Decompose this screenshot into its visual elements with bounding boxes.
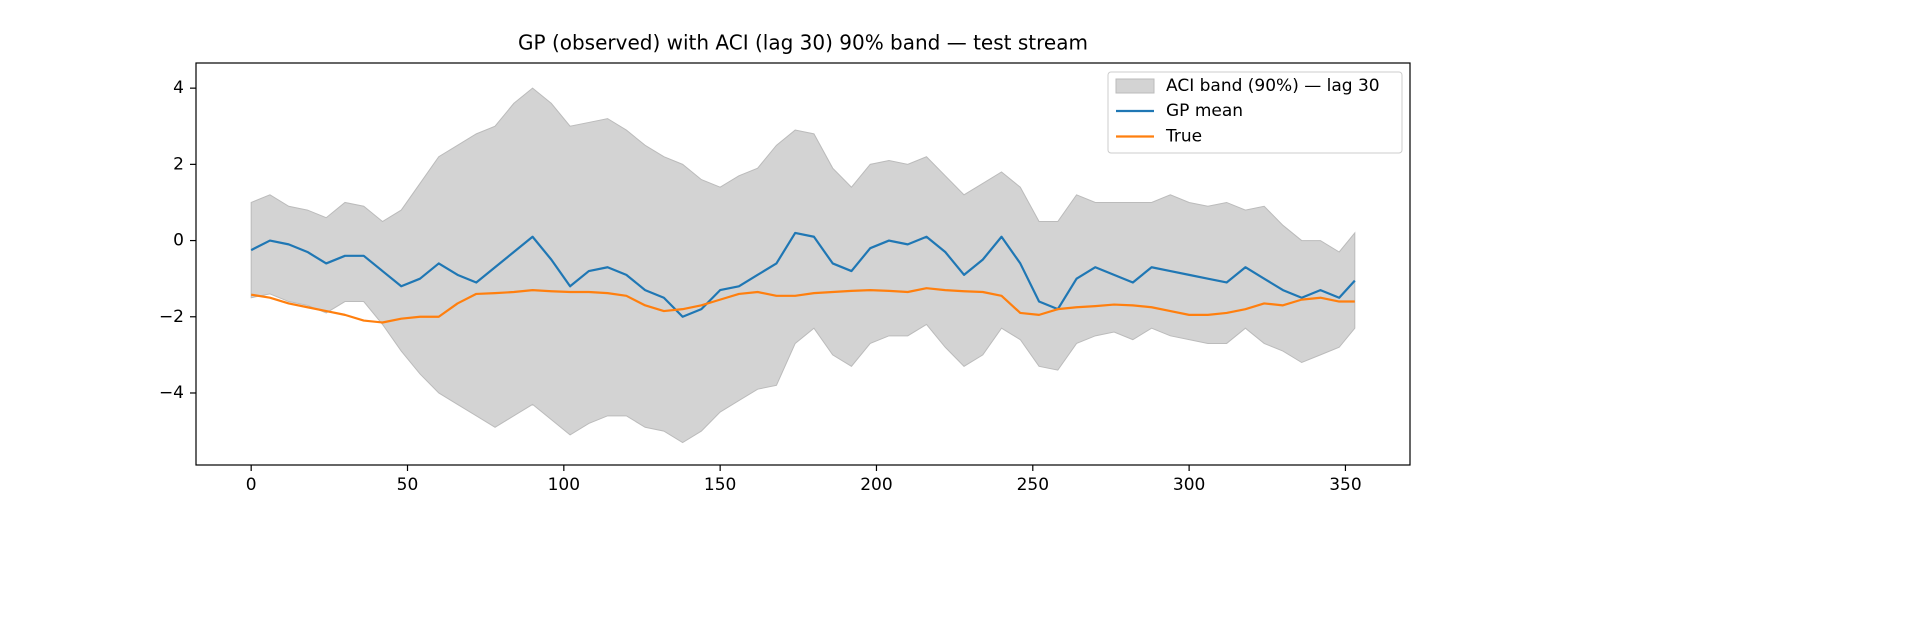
x-tick-label: 50 — [397, 475, 419, 495]
legend-label: True — [1165, 127, 1202, 147]
x-tick-label: 350 — [1329, 475, 1361, 495]
legend-label: ACI band (90%) — lag 30 — [1166, 76, 1380, 96]
series-line — [251, 287, 1355, 324]
x-tick-label: 250 — [1017, 475, 1049, 495]
legend-box — [1107, 71, 1403, 154]
y-tick-label: 2 — [173, 154, 184, 174]
plot-frame — [195, 62, 1411, 466]
x-tick-label: 300 — [1173, 475, 1205, 495]
legend-label: GP mean — [1166, 101, 1243, 121]
x-tick-label: 100 — [548, 475, 580, 495]
legend-swatch — [1115, 78, 1155, 94]
series-line — [250, 231, 1356, 318]
x-tick-label: 150 — [704, 475, 736, 495]
chart-title: GP (observed) with ACI (lag 30) 90% band… — [518, 31, 1088, 55]
y-tick-label: 4 — [173, 78, 184, 98]
x-tick-label: 200 — [860, 475, 892, 495]
y-tick-label: −2 — [159, 307, 184, 327]
x-tick-label: 0 — [246, 475, 257, 495]
confidence-band — [250, 87, 1356, 444]
y-tick-label: 0 — [173, 231, 184, 251]
y-tick-label: −4 — [159, 383, 184, 403]
